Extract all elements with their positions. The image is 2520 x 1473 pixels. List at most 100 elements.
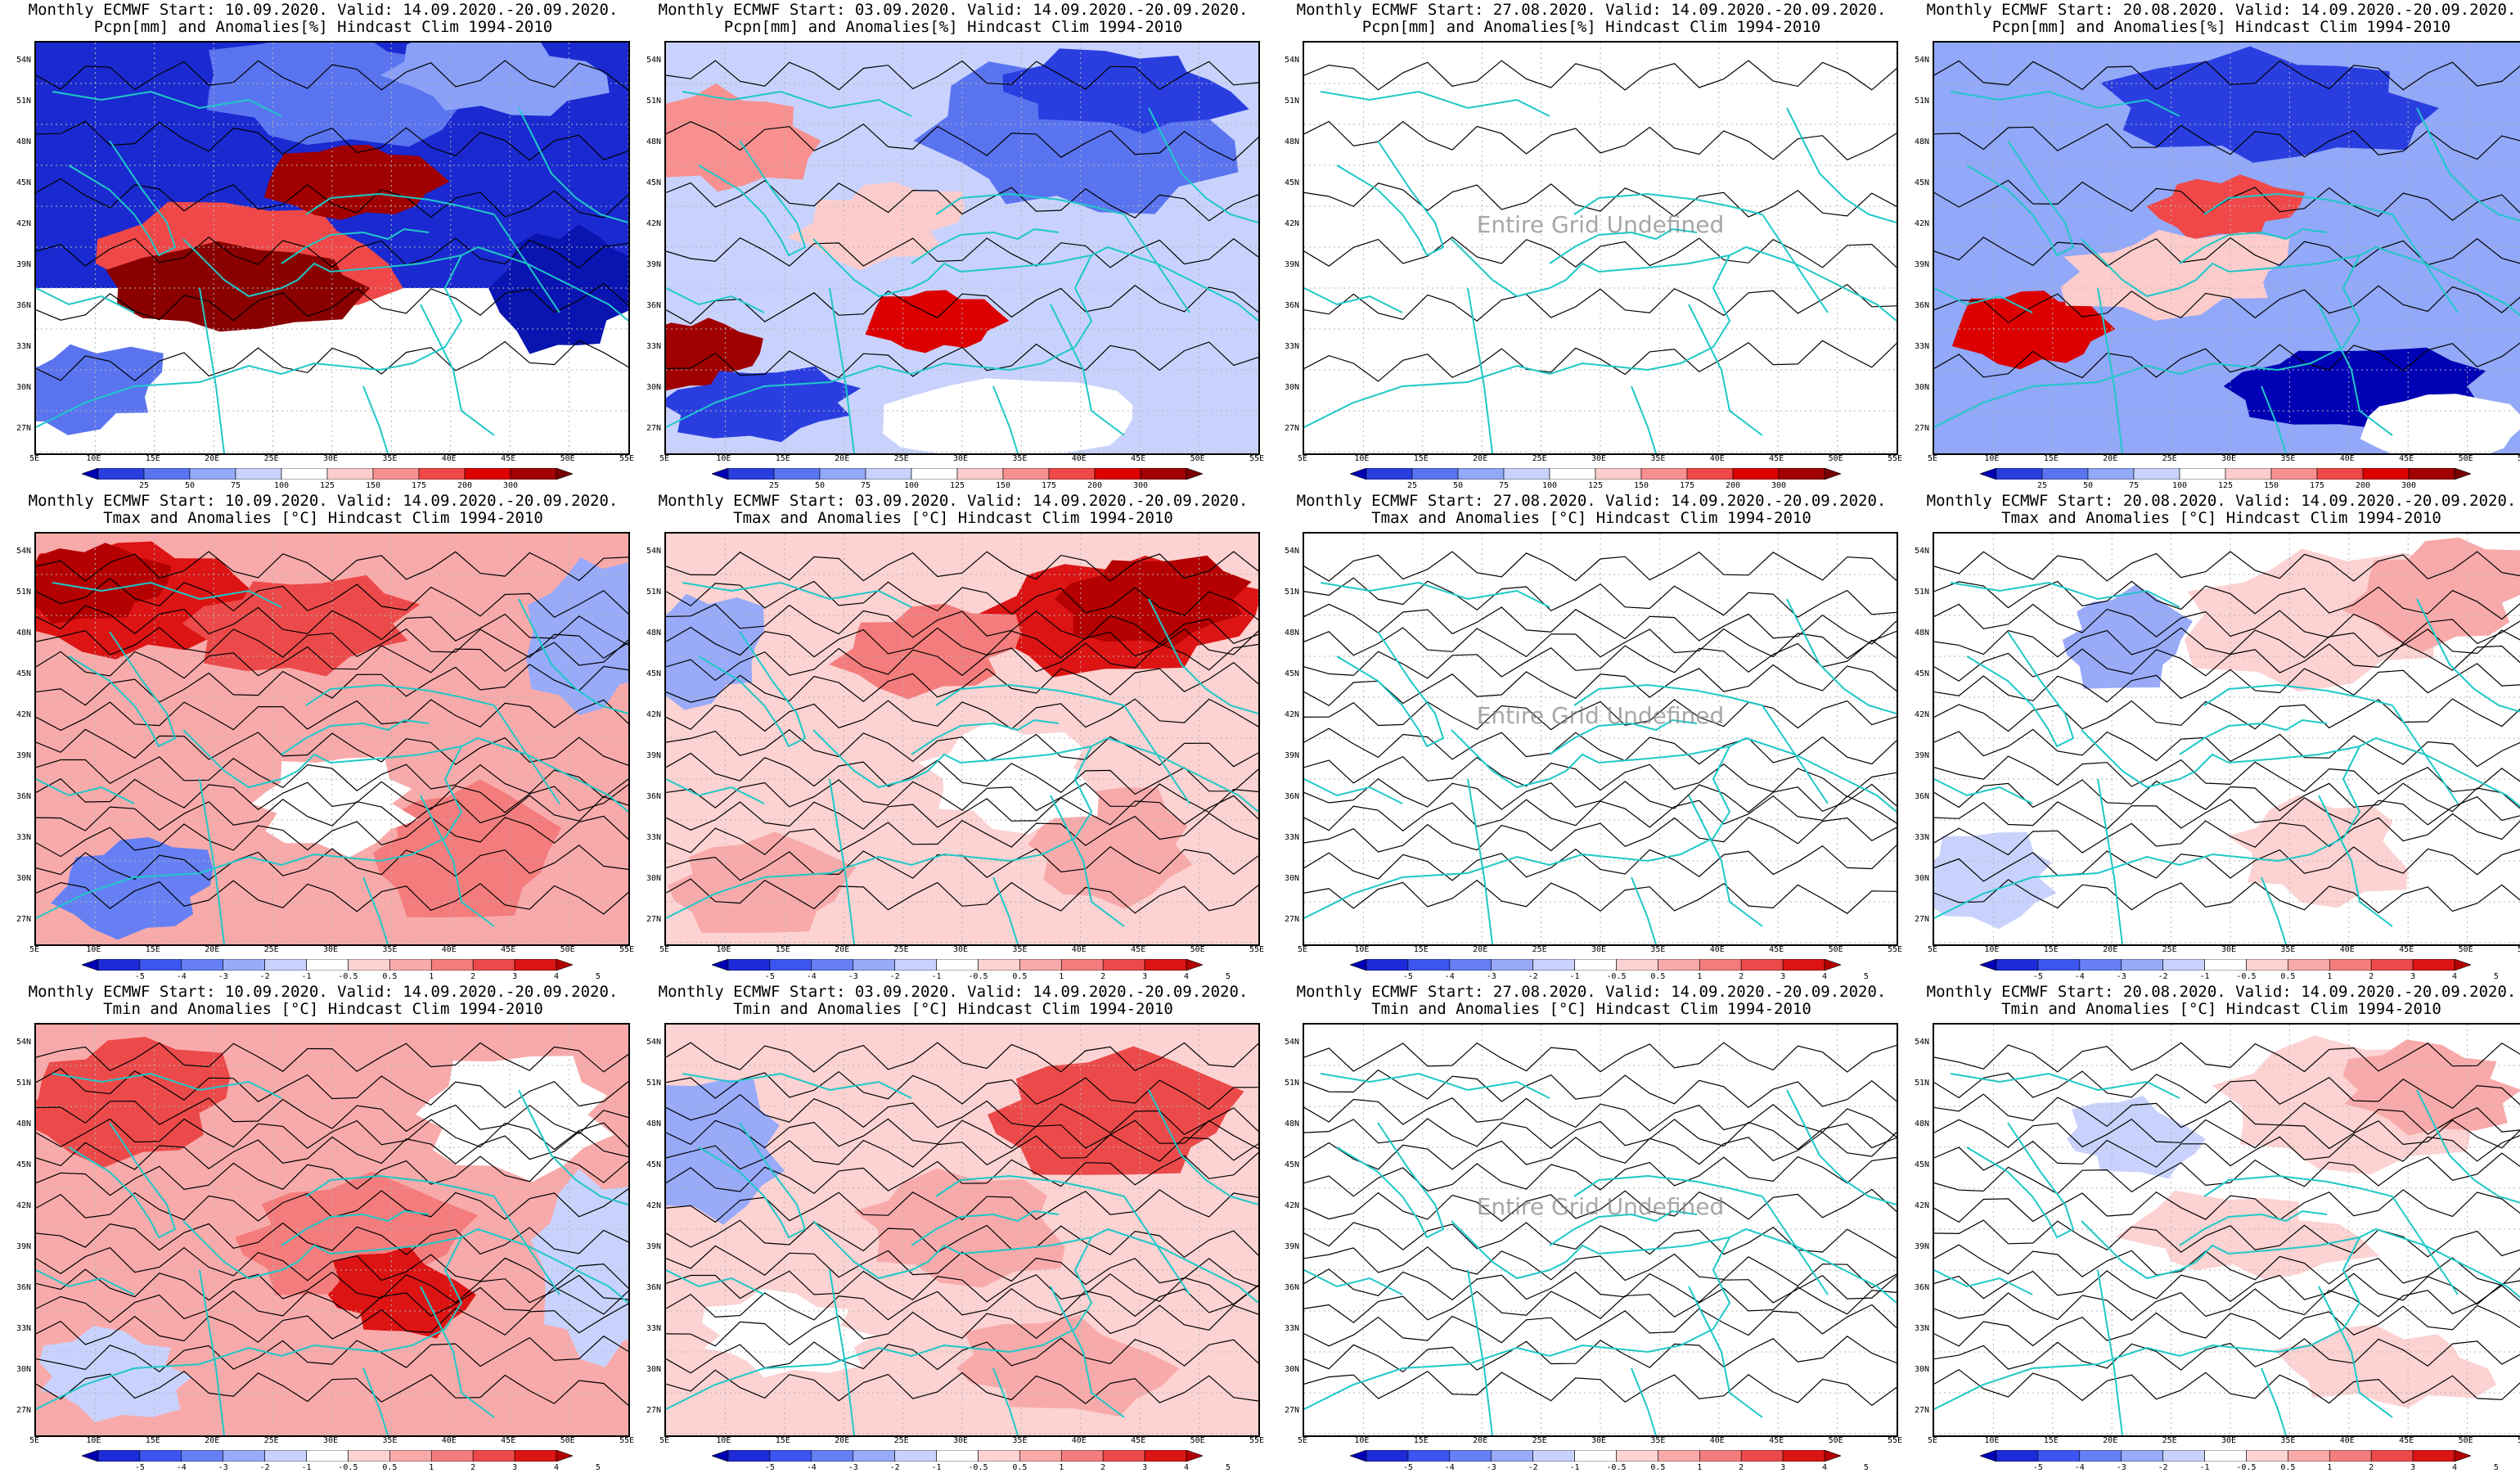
coastline — [1091, 736, 1258, 813]
coastline — [1549, 718, 1698, 755]
longitude-label: 20E — [835, 945, 850, 954]
contour-line — [36, 1303, 628, 1345]
colorbar-labels: 25 50 75 100 125 150 175 200 300 — [712, 481, 1203, 491]
colorbar-tick-label: 175 — [2309, 481, 2325, 490]
colorbar-swatch — [514, 959, 557, 971]
anomaly-field — [2060, 229, 2289, 321]
forecast-panel: Monthly ECMWF Start: 20.08.2020. Valid: … — [1906, 491, 2520, 982]
colorbar-tick-label: 100 — [903, 481, 920, 490]
latitude-label: 30N — [16, 383, 32, 392]
map-area: Entire Grid Undefined — [1303, 532, 1898, 946]
coastline — [1050, 304, 1125, 436]
latitude-label: 39N — [16, 260, 32, 269]
latitude-label: 27N — [16, 424, 32, 433]
colorbar-tick-label: -1 — [1569, 1463, 1580, 1472]
contour-line — [36, 777, 628, 813]
colorbar-tick-label: -1 — [2199, 1463, 2210, 1472]
colorbar-tick-label: 3 — [1142, 1463, 1148, 1472]
contour-line — [666, 60, 1258, 91]
latitude-label: 30N — [1915, 1365, 1930, 1374]
longitude-label: 5E — [1297, 454, 1308, 463]
latitude-label: 54N — [1285, 1038, 1300, 1047]
latitude-label: 54N — [1915, 547, 1930, 556]
colorbar-tick-label: 3 — [512, 1463, 518, 1472]
longitude-label: 5E — [659, 454, 670, 463]
coastline — [1934, 255, 2361, 428]
coastline — [362, 1367, 389, 1435]
anomaly-field — [913, 61, 1239, 214]
colorbar-swatch — [1980, 1450, 1997, 1462]
contour-line — [1304, 182, 1897, 218]
colorbar-tick-label: -4 — [176, 972, 187, 981]
latitude-label: 42N — [1915, 219, 1930, 228]
latitude-label: 36N — [16, 1283, 32, 1292]
latitude-label: 42N — [16, 710, 32, 719]
anomaly-field — [2274, 1324, 2497, 1408]
map-canvas — [1304, 534, 1897, 944]
colorbar-swatch — [811, 1450, 854, 1462]
longitude-label: 50E — [1828, 454, 1843, 463]
coastline — [1148, 107, 1258, 223]
colorbar-swatch — [1060, 1450, 1104, 1462]
longitude-label: 55E — [1249, 945, 1265, 954]
longitude-label: 35E — [382, 454, 398, 463]
colorbar-labels: -5 -4 -3 -2 -1 -0.5 0.5 1 2 3 4 5 — [712, 1463, 1231, 1473]
colorbar-swatch — [1549, 468, 1596, 480]
coastline — [420, 304, 495, 436]
coastline — [1631, 1367, 1657, 1435]
colorbar-tick-label: 1 — [1697, 972, 1703, 981]
longitude-label: 20E — [205, 945, 220, 954]
coastline — [199, 778, 225, 944]
contour-line — [1934, 755, 2520, 795]
panel-title-line1: Monthly ECMWF Start: 10.09.2020. Valid: … — [28, 983, 619, 1001]
colorbar-swatch — [472, 1450, 515, 1462]
contour-line — [666, 551, 1258, 582]
contour-line — [1934, 285, 2520, 324]
latitude-label: 33N — [16, 833, 32, 842]
contour-line — [1934, 1270, 2520, 1305]
coastline — [666, 287, 765, 313]
colorbar-labels: 25 50 75 100 125 150 175 200 300 — [82, 481, 573, 491]
longitude-label: 5E — [29, 454, 40, 463]
colorbar-swatch — [348, 1450, 390, 1462]
panel-title-line2: Tmin and Anomalies [°C] Hindcast Clim 19… — [103, 1000, 543, 1018]
colorbar-tick-label: 125 — [1587, 481, 1604, 490]
colorbar-swatch — [2121, 1450, 2163, 1462]
colorbar-swatch — [1407, 959, 1451, 971]
coastline — [2261, 385, 2287, 453]
colorbar-tick-label: -4 — [2074, 1463, 2085, 1472]
contour-line — [36, 60, 628, 91]
panel-title-line2: Tmax and Anomalies [°C] Hindcast Clim 19… — [1371, 509, 1811, 527]
coastline — [2179, 1209, 2328, 1246]
contour-line — [1304, 577, 1897, 618]
colorbar-labels: -5 -4 -3 -2 -1 -0.5 0.5 1 2 3 4 5 — [712, 972, 1231, 982]
longitude-label: 55E — [2517, 1436, 2520, 1445]
colorbar-swatch — [1102, 1450, 1145, 1462]
coastline — [666, 1269, 765, 1295]
colorbar-labels: -5 -4 -3 -2 -1 -0.5 0.5 1 2 3 4 5 — [1350, 972, 1869, 982]
coastline — [1467, 778, 1493, 944]
colorbar-tick-label: 2 — [1100, 1463, 1106, 1472]
latitude-label: 48N — [1915, 1119, 1930, 1128]
coastline — [935, 683, 1125, 706]
colorbar-swatch — [430, 959, 474, 971]
contour-line — [1934, 846, 2520, 882]
colorbar-tick-label: 3 — [1142, 972, 1148, 981]
longitude-label: 10E — [1354, 945, 1370, 954]
contour-line — [1304, 699, 1897, 731]
latitude-label: 54N — [646, 547, 662, 556]
contour-line — [36, 815, 628, 858]
longitude-label: 55E — [1249, 454, 1265, 463]
contour-line — [1304, 627, 1897, 660]
contour-line — [36, 605, 628, 646]
longitude-label: 35E — [2280, 945, 2296, 954]
contour-line — [36, 120, 628, 161]
longitude-label: 50E — [1190, 945, 1205, 954]
anomaly-field — [956, 1315, 1179, 1417]
colorbar-labels: -5 -4 -3 -2 -1 -0.5 0.5 1 2 3 4 5 — [1980, 1463, 2499, 1473]
colorbar-swatch — [727, 959, 771, 971]
longitude-label: 45E — [1769, 1436, 1784, 1445]
coastline — [1123, 705, 1190, 804]
latitude-label: 30N — [16, 1365, 32, 1374]
coastline — [1950, 581, 2180, 608]
